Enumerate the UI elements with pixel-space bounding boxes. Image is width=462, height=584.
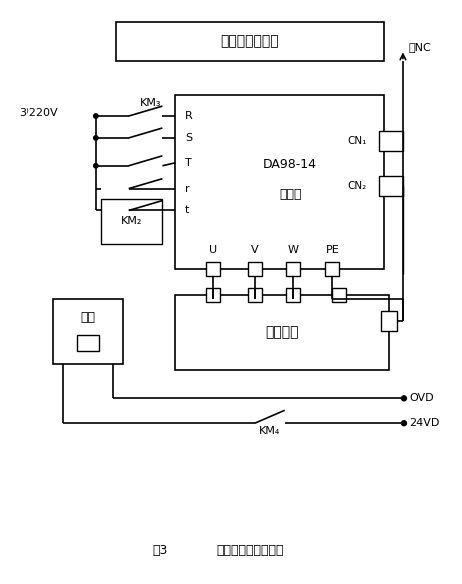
Bar — [381, 311, 397, 331]
Text: 伺服驱动和抱闸: 伺服驱动和抱闸 — [220, 34, 279, 48]
Text: t: t — [184, 206, 188, 215]
Bar — [206, 262, 220, 276]
Bar — [77, 335, 99, 351]
Text: S: S — [185, 133, 192, 143]
Text: OVD: OVD — [409, 394, 433, 404]
Text: KM₂: KM₂ — [121, 217, 142, 227]
Bar — [176, 295, 389, 370]
Text: R: R — [185, 111, 193, 121]
Text: 伺服电机: 伺服电机 — [266, 325, 299, 339]
Text: KM₄: KM₄ — [259, 426, 280, 436]
Bar — [248, 262, 262, 276]
Circle shape — [401, 396, 407, 401]
Bar — [101, 199, 163, 244]
Circle shape — [94, 114, 98, 118]
Bar — [286, 262, 299, 276]
Bar — [379, 131, 403, 151]
Bar — [248, 288, 262, 302]
Bar — [176, 95, 384, 269]
Bar — [379, 176, 403, 196]
Text: CN₂: CN₂ — [347, 180, 367, 190]
Text: r: r — [185, 183, 190, 194]
Text: T: T — [185, 158, 192, 168]
Text: W: W — [287, 245, 298, 255]
Bar — [325, 262, 340, 276]
Text: U: U — [209, 245, 217, 255]
Text: KM₃: KM₃ — [140, 98, 161, 108]
Circle shape — [401, 420, 407, 426]
Text: 3⁾220V: 3⁾220V — [19, 108, 58, 118]
Bar — [206, 288, 220, 302]
Bar — [53, 299, 122, 364]
Text: V: V — [251, 245, 259, 255]
Bar — [286, 288, 299, 302]
Text: 图3: 图3 — [153, 544, 168, 557]
Text: 24VD: 24VD — [409, 418, 439, 428]
Text: DA98-14: DA98-14 — [263, 158, 317, 171]
Circle shape — [94, 135, 98, 140]
Bar — [116, 22, 384, 61]
Bar — [332, 288, 346, 302]
Circle shape — [94, 164, 98, 168]
Text: 抱闸: 抱闸 — [80, 311, 95, 324]
Text: PE: PE — [326, 245, 339, 255]
Text: 驱动器: 驱动器 — [279, 188, 301, 201]
Text: 伺服驱动和抱闸控制: 伺服驱动和抱闸控制 — [216, 544, 284, 557]
Text: CN₁: CN₁ — [347, 136, 367, 146]
Text: 去NC: 去NC — [409, 43, 432, 53]
